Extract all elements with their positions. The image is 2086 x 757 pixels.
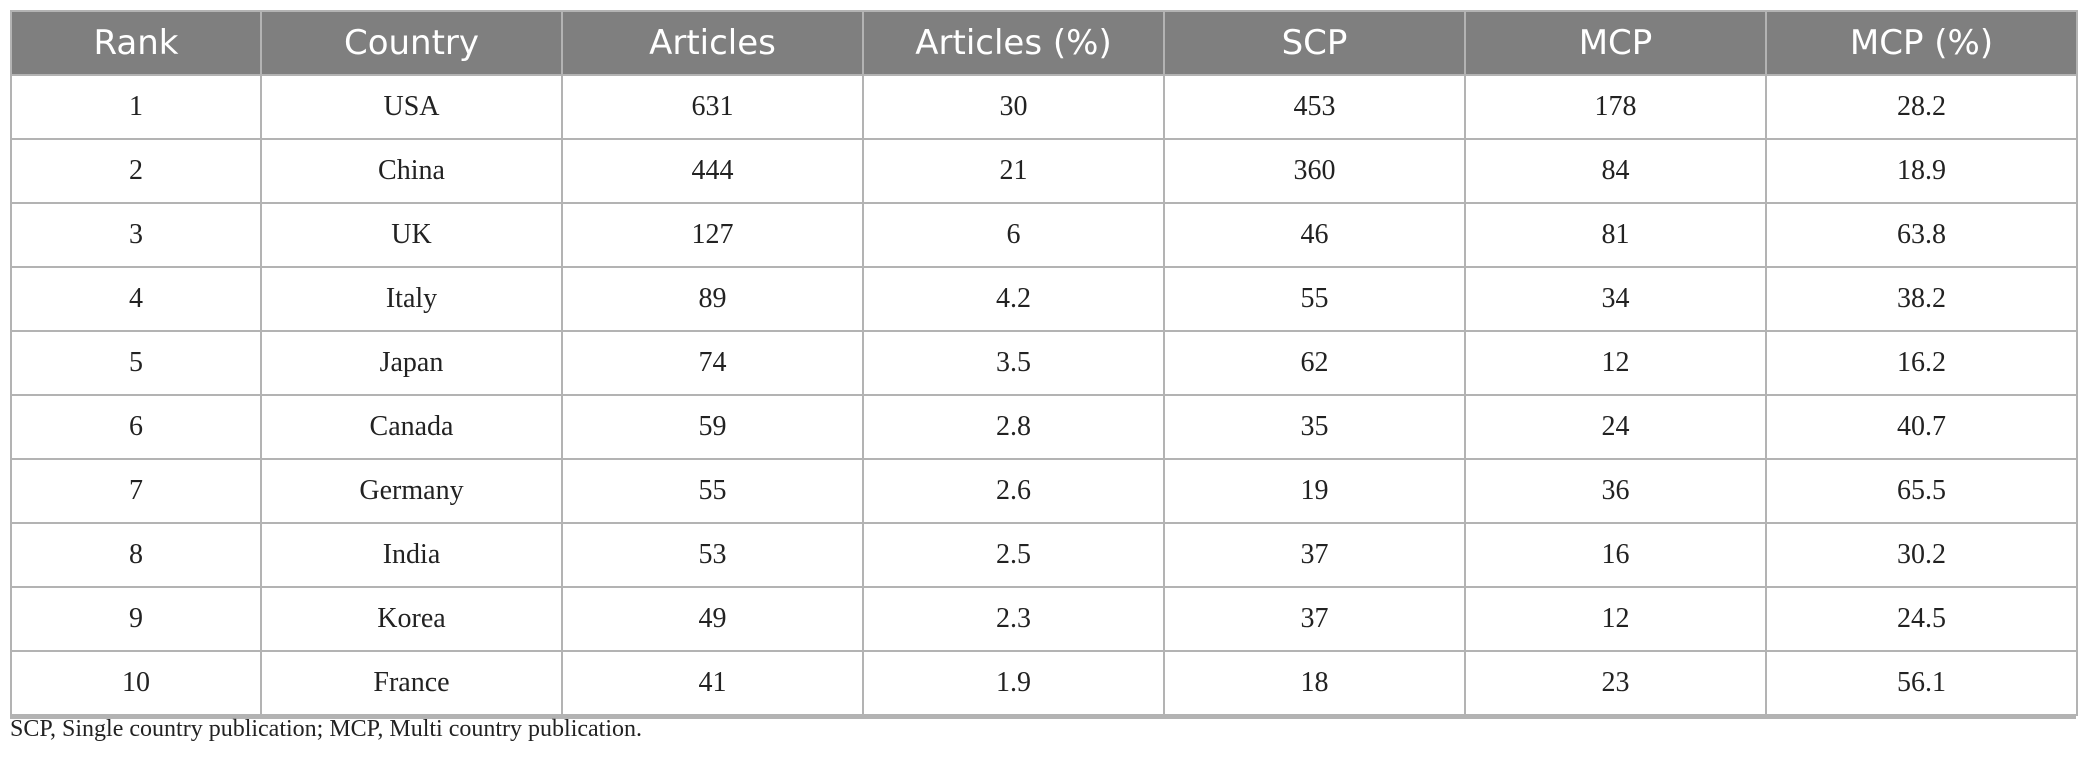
cell-scp: 46 [1163, 202, 1466, 268]
cell-rank: 4 [10, 266, 262, 332]
cell-country: China [260, 138, 563, 204]
cell-mcp: 23 [1464, 650, 1767, 716]
cell-articles: 444 [561, 138, 864, 204]
cell-rank: 1 [10, 74, 262, 140]
table-row: 7 Germany 55 2.6 19 36 65.5 [10, 458, 2078, 524]
cell-scp: 37 [1163, 522, 1466, 588]
cell-country: India [260, 522, 563, 588]
cell-mcp: 36 [1464, 458, 1767, 524]
cell-articles-percent: 4.2 [862, 266, 1165, 332]
cell-mcp-percent: 40.7 [1765, 394, 2078, 460]
column-header-mcp: MCP [1464, 10, 1767, 76]
cell-articles: 41 [561, 650, 864, 716]
cell-rank: 9 [10, 586, 262, 652]
table-row: 9 Korea 49 2.3 37 12 24.5 [10, 586, 2078, 652]
table-row: 4 Italy 89 4.2 55 34 38.2 [10, 266, 2078, 332]
cell-mcp: 12 [1464, 586, 1767, 652]
cell-country: Korea [260, 586, 563, 652]
cell-rank: 2 [10, 138, 262, 204]
table-body: 1 USA 631 30 453 178 28.2 2 China 444 21… [10, 74, 2078, 716]
cell-articles: 89 [561, 266, 864, 332]
cell-mcp: 34 [1464, 266, 1767, 332]
cell-articles: 53 [561, 522, 864, 588]
table-row: 1 USA 631 30 453 178 28.2 [10, 74, 2078, 140]
column-header-scp: SCP [1163, 10, 1466, 76]
cell-mcp: 16 [1464, 522, 1767, 588]
cell-rank: 8 [10, 522, 262, 588]
cell-articles: 55 [561, 458, 864, 524]
cell-scp: 19 [1163, 458, 1466, 524]
cell-country: France [260, 650, 563, 716]
cell-scp: 55 [1163, 266, 1466, 332]
cell-articles: 74 [561, 330, 864, 396]
cell-articles-percent: 2.5 [862, 522, 1165, 588]
cell-articles-percent: 30 [862, 74, 1165, 140]
cell-scp: 35 [1163, 394, 1466, 460]
column-header-mcp-percent: MCP (%) [1765, 10, 2078, 76]
table-footnote: SCP, Single country publication; MCP, Mu… [10, 716, 643, 742]
cell-articles-percent: 2.3 [862, 586, 1165, 652]
cell-mcp-percent: 28.2 [1765, 74, 2078, 140]
cell-scp: 360 [1163, 138, 1466, 204]
cell-articles-percent: 2.8 [862, 394, 1165, 460]
table-row: 10 France 41 1.9 18 23 56.1 [10, 650, 2078, 716]
cell-mcp-percent: 56.1 [1765, 650, 2078, 716]
column-header-articles: Articles [561, 10, 864, 76]
cell-mcp: 81 [1464, 202, 1767, 268]
cell-scp: 37 [1163, 586, 1466, 652]
table-header: Rank Country Articles Articles (%) SCP M… [10, 10, 2078, 76]
cell-mcp-percent: 65.5 [1765, 458, 2078, 524]
cell-articles-percent: 1.9 [862, 650, 1165, 716]
cell-scp: 18 [1163, 650, 1466, 716]
cell-articles-percent: 2.6 [862, 458, 1165, 524]
cell-country: UK [260, 202, 563, 268]
cell-mcp-percent: 63.8 [1765, 202, 2078, 268]
column-header-country: Country [260, 10, 563, 76]
table-row: 6 Canada 59 2.8 35 24 40.7 [10, 394, 2078, 460]
column-header-articles-percent: Articles (%) [862, 10, 1165, 76]
cell-country: Canada [260, 394, 563, 460]
country-publications-table: Rank Country Articles Articles (%) SCP M… [10, 10, 2078, 716]
cell-rank: 3 [10, 202, 262, 268]
column-header-rank: Rank [10, 10, 262, 76]
cell-mcp-percent: 30.2 [1765, 522, 2078, 588]
table-row: 5 Japan 74 3.5 62 12 16.2 [10, 330, 2078, 396]
cell-rank: 10 [10, 650, 262, 716]
cell-country: Italy [260, 266, 563, 332]
cell-articles: 49 [561, 586, 864, 652]
cell-mcp-percent: 24.5 [1765, 586, 2078, 652]
cell-mcp-percent: 18.9 [1765, 138, 2078, 204]
header-row: Rank Country Articles Articles (%) SCP M… [10, 10, 2078, 76]
cell-rank: 5 [10, 330, 262, 396]
cell-articles-percent: 3.5 [862, 330, 1165, 396]
cell-articles-percent: 21 [862, 138, 1165, 204]
cell-scp: 62 [1163, 330, 1466, 396]
cell-country: Germany [260, 458, 563, 524]
cell-mcp: 12 [1464, 330, 1767, 396]
cell-mcp: 178 [1464, 74, 1767, 140]
cell-rank: 7 [10, 458, 262, 524]
cell-articles: 127 [561, 202, 864, 268]
cell-mcp-percent: 38.2 [1765, 266, 2078, 332]
cell-articles: 59 [561, 394, 864, 460]
table-row: 3 UK 127 6 46 81 63.8 [10, 202, 2078, 268]
data-table-container: Rank Country Articles Articles (%) SCP M… [10, 10, 2078, 719]
table-row: 2 China 444 21 360 84 18.9 [10, 138, 2078, 204]
cell-country: USA [260, 74, 563, 140]
table-row: 8 India 53 2.5 37 16 30.2 [10, 522, 2078, 588]
cell-mcp-percent: 16.2 [1765, 330, 2078, 396]
cell-articles: 631 [561, 74, 864, 140]
cell-scp: 453 [1163, 74, 1466, 140]
cell-country: Japan [260, 330, 563, 396]
cell-rank: 6 [10, 394, 262, 460]
cell-mcp: 24 [1464, 394, 1767, 460]
cell-mcp: 84 [1464, 138, 1767, 204]
cell-articles-percent: 6 [862, 202, 1165, 268]
